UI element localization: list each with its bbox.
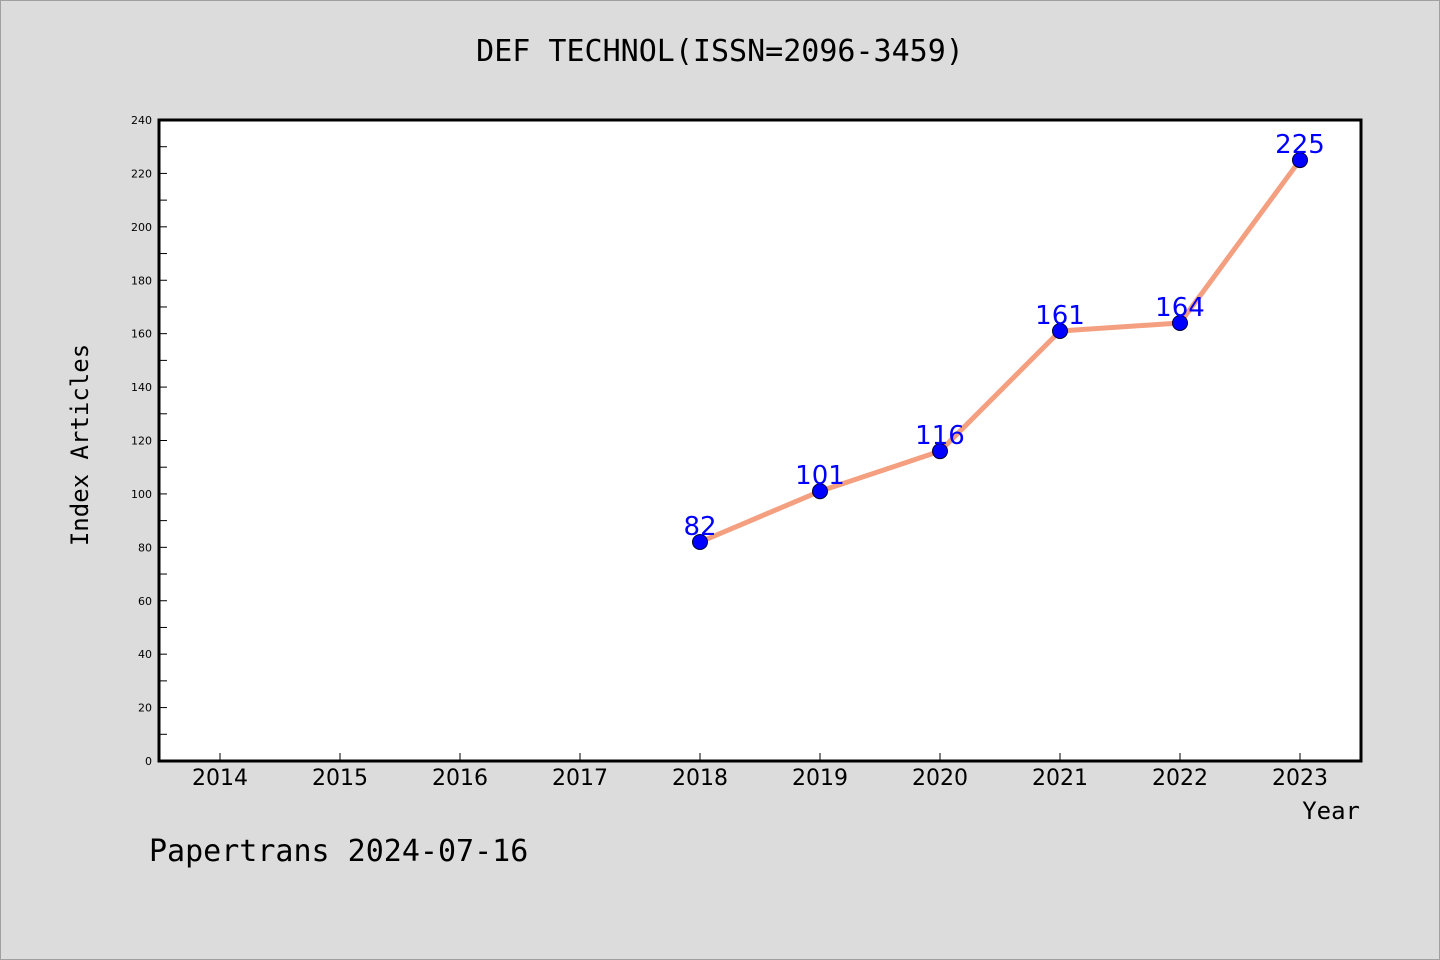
data-point — [932, 443, 948, 460]
x-tick-label: 2022 — [1152, 766, 1208, 791]
x-tick-label: 2014 — [192, 766, 248, 791]
x-tick-label: 2023 — [1272, 766, 1328, 791]
x-axis-ticks: 2014 2015 2016 2017 2018 2019 2020 2021 2022 2023 — [192, 753, 1328, 791]
x-tick-label: 2018 — [672, 766, 728, 791]
x-tick-label: 2017 — [552, 766, 608, 791]
y-tick-label: 120 — [131, 435, 152, 448]
data-label: 101 — [795, 461, 845, 491]
footer-credit: Papertrans 2024-07-16 — [149, 834, 529, 869]
y-tick-label: 80 — [138, 541, 152, 554]
y-tick-label: 140 — [131, 381, 152, 394]
x-tick-label: 2020 — [912, 766, 968, 791]
x-tick-label: 2019 — [792, 766, 848, 791]
series-group: 82 101 116 161 164 225 — [683, 130, 1325, 550]
y-tick-label: 20 — [138, 702, 152, 715]
y-tick-label: 100 — [131, 488, 152, 501]
data-label: 225 — [1275, 130, 1325, 160]
y-tick-label: 240 — [131, 114, 152, 127]
y-tick-label: 200 — [131, 221, 152, 234]
data-label: 164 — [1155, 293, 1205, 323]
y-axis-ticks: 0 20 40 60 80 100 120 140 160 180 200 220 240 — [131, 114, 167, 768]
data-label: 82 — [683, 512, 716, 542]
chart-title: DEF TECHNOL(ISSN=2096-3459) — [476, 34, 964, 69]
x-axis-label: Year — [1302, 797, 1360, 825]
x-tick-label: 2015 — [312, 766, 368, 791]
y-tick-label: 40 — [138, 648, 152, 661]
y-tick-label: 220 — [131, 167, 152, 180]
data-point — [812, 483, 828, 500]
data-label: 161 — [1035, 301, 1085, 331]
y-tick-label: 180 — [131, 274, 152, 287]
y-tick-label: 60 — [138, 595, 152, 608]
y-tick-label: 160 — [131, 328, 152, 341]
y-tick-label: 0 — [145, 755, 152, 768]
data-point — [1172, 314, 1188, 331]
data-point — [1292, 152, 1308, 169]
x-tick-label: 2021 — [1032, 766, 1088, 791]
plot-area — [157, 118, 1363, 763]
data-label: 116 — [915, 421, 965, 451]
x-tick-label: 2016 — [432, 766, 488, 791]
series-line — [697, 157, 1303, 545]
data-point — [1052, 322, 1068, 339]
data-point — [692, 533, 708, 550]
